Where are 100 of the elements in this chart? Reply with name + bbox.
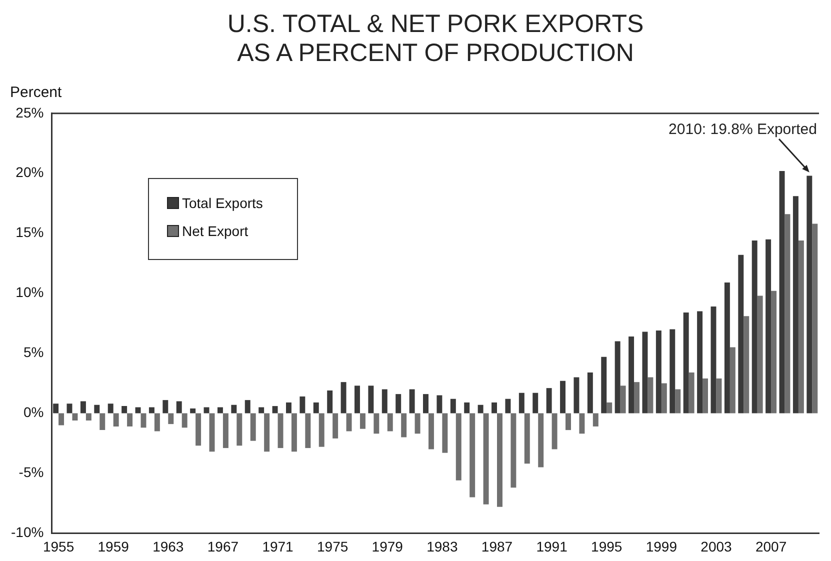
x-tick-label: 2003 xyxy=(700,538,732,554)
bar xyxy=(620,386,626,414)
bar xyxy=(401,413,407,438)
bar xyxy=(94,404,100,414)
y-tick-label: 0% xyxy=(23,404,44,420)
bar xyxy=(798,240,804,414)
bar xyxy=(757,296,763,414)
legend-label: Total Exports xyxy=(182,195,263,211)
bar xyxy=(148,407,154,414)
bar xyxy=(396,394,402,414)
bar xyxy=(552,413,558,450)
bar xyxy=(135,407,141,414)
bar xyxy=(752,240,758,414)
bar xyxy=(812,224,818,414)
bar xyxy=(592,413,598,426)
y-tick-label: -5% xyxy=(18,464,44,480)
bar xyxy=(313,402,319,414)
bar xyxy=(231,404,237,414)
bar xyxy=(634,382,640,414)
x-tick-label: 1983 xyxy=(426,538,458,554)
bar xyxy=(264,413,270,452)
x-tick-label: 1999 xyxy=(646,538,678,554)
bar xyxy=(113,413,119,426)
bar xyxy=(196,413,202,446)
x-tick-label: 1979 xyxy=(372,538,404,554)
bar xyxy=(606,402,612,414)
annotation: 2010: 19.8% Exported xyxy=(668,121,817,138)
x-tick-label: 1995 xyxy=(591,538,622,554)
bar xyxy=(374,413,380,434)
bar xyxy=(710,306,716,414)
bar xyxy=(108,404,114,414)
x-tick-label: 1959 xyxy=(98,538,130,554)
bar xyxy=(738,254,744,414)
bar xyxy=(127,413,133,426)
bar xyxy=(661,383,667,414)
bar xyxy=(182,413,188,428)
bar xyxy=(518,392,524,414)
bar xyxy=(217,407,223,414)
bar xyxy=(168,413,174,424)
bar xyxy=(779,170,785,414)
bar xyxy=(368,386,374,414)
bar xyxy=(784,214,790,414)
bar xyxy=(162,400,168,414)
bar xyxy=(300,396,306,414)
bar xyxy=(58,413,64,426)
bar xyxy=(670,329,676,414)
bar xyxy=(497,413,502,507)
bar xyxy=(414,413,420,434)
bar xyxy=(442,413,448,453)
bar xyxy=(222,413,228,448)
bar xyxy=(258,407,264,414)
bar xyxy=(510,413,516,488)
x-tick-label: 1963 xyxy=(152,538,184,554)
y-axis-title: Percent xyxy=(10,84,63,102)
bar xyxy=(122,406,128,414)
bar xyxy=(642,332,648,414)
bar xyxy=(80,401,86,414)
y-tick-label: 25% xyxy=(16,104,44,120)
bar xyxy=(236,413,242,446)
bar xyxy=(66,404,72,414)
bar xyxy=(483,413,489,504)
bar xyxy=(478,404,484,414)
bar xyxy=(538,413,544,468)
bar xyxy=(291,413,297,452)
bar xyxy=(744,316,750,414)
bar xyxy=(250,413,256,441)
bar xyxy=(318,413,324,447)
x-tick-label: 1971 xyxy=(262,538,294,554)
bar xyxy=(286,402,292,414)
y-tick-label: 15% xyxy=(16,224,44,240)
y-tick-label: 10% xyxy=(16,284,44,300)
bar xyxy=(354,386,360,414)
x-tick-label: 2007 xyxy=(755,538,787,554)
bar xyxy=(587,372,593,414)
bar xyxy=(724,282,730,414)
bar xyxy=(766,239,772,414)
bar xyxy=(675,389,681,414)
bar xyxy=(450,398,456,414)
bar xyxy=(464,402,470,414)
bar xyxy=(272,406,278,414)
bar xyxy=(566,413,571,430)
bar xyxy=(505,398,511,414)
bar xyxy=(436,395,442,414)
bar xyxy=(209,413,215,452)
bar xyxy=(730,347,736,414)
x-tick-label: 1967 xyxy=(207,538,239,554)
bar xyxy=(382,389,388,414)
bar xyxy=(305,413,311,448)
bar xyxy=(428,413,434,450)
bar xyxy=(688,372,694,414)
bar xyxy=(683,312,689,414)
bar xyxy=(579,413,585,434)
bar xyxy=(140,413,146,428)
bar xyxy=(716,378,722,414)
bar xyxy=(532,392,538,414)
bar xyxy=(332,413,338,438)
y-tick-label: 5% xyxy=(23,344,44,360)
bar xyxy=(176,401,182,414)
x-tick-label: 1975 xyxy=(316,538,348,554)
bar xyxy=(628,336,634,414)
